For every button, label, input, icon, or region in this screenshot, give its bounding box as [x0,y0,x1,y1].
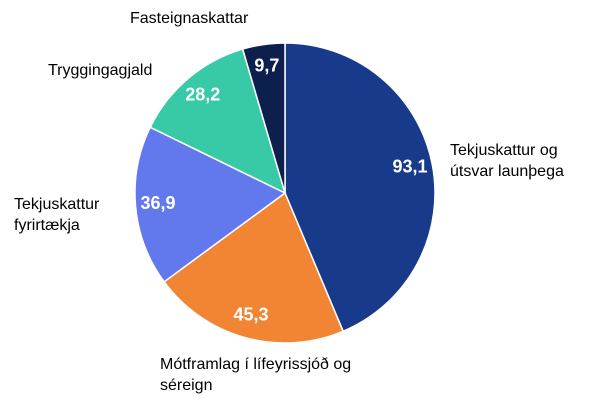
category-label: Fasteignaskattar [130,10,249,27]
pie-slice [163,191,345,344]
pie-slice [149,48,287,195]
value-label: 93,1 [392,157,427,177]
category-label: Mótframlag í lífeyrissjóð og séreign [160,356,352,394]
category-label: Tekjuskattur og útsvar launþega [450,142,564,180]
value-label: 28,2 [185,84,220,104]
category-label: Tekjuskattur fyrirtækja [14,196,100,234]
pie-slice [284,42,436,333]
pie-slice [241,42,286,194]
value-label: 36,9 [140,193,175,213]
value-label: 45,3 [234,305,269,325]
category-label: Tryggingagjald [48,62,153,79]
value-label: 9,7 [254,56,279,76]
pie-slice [134,126,287,283]
